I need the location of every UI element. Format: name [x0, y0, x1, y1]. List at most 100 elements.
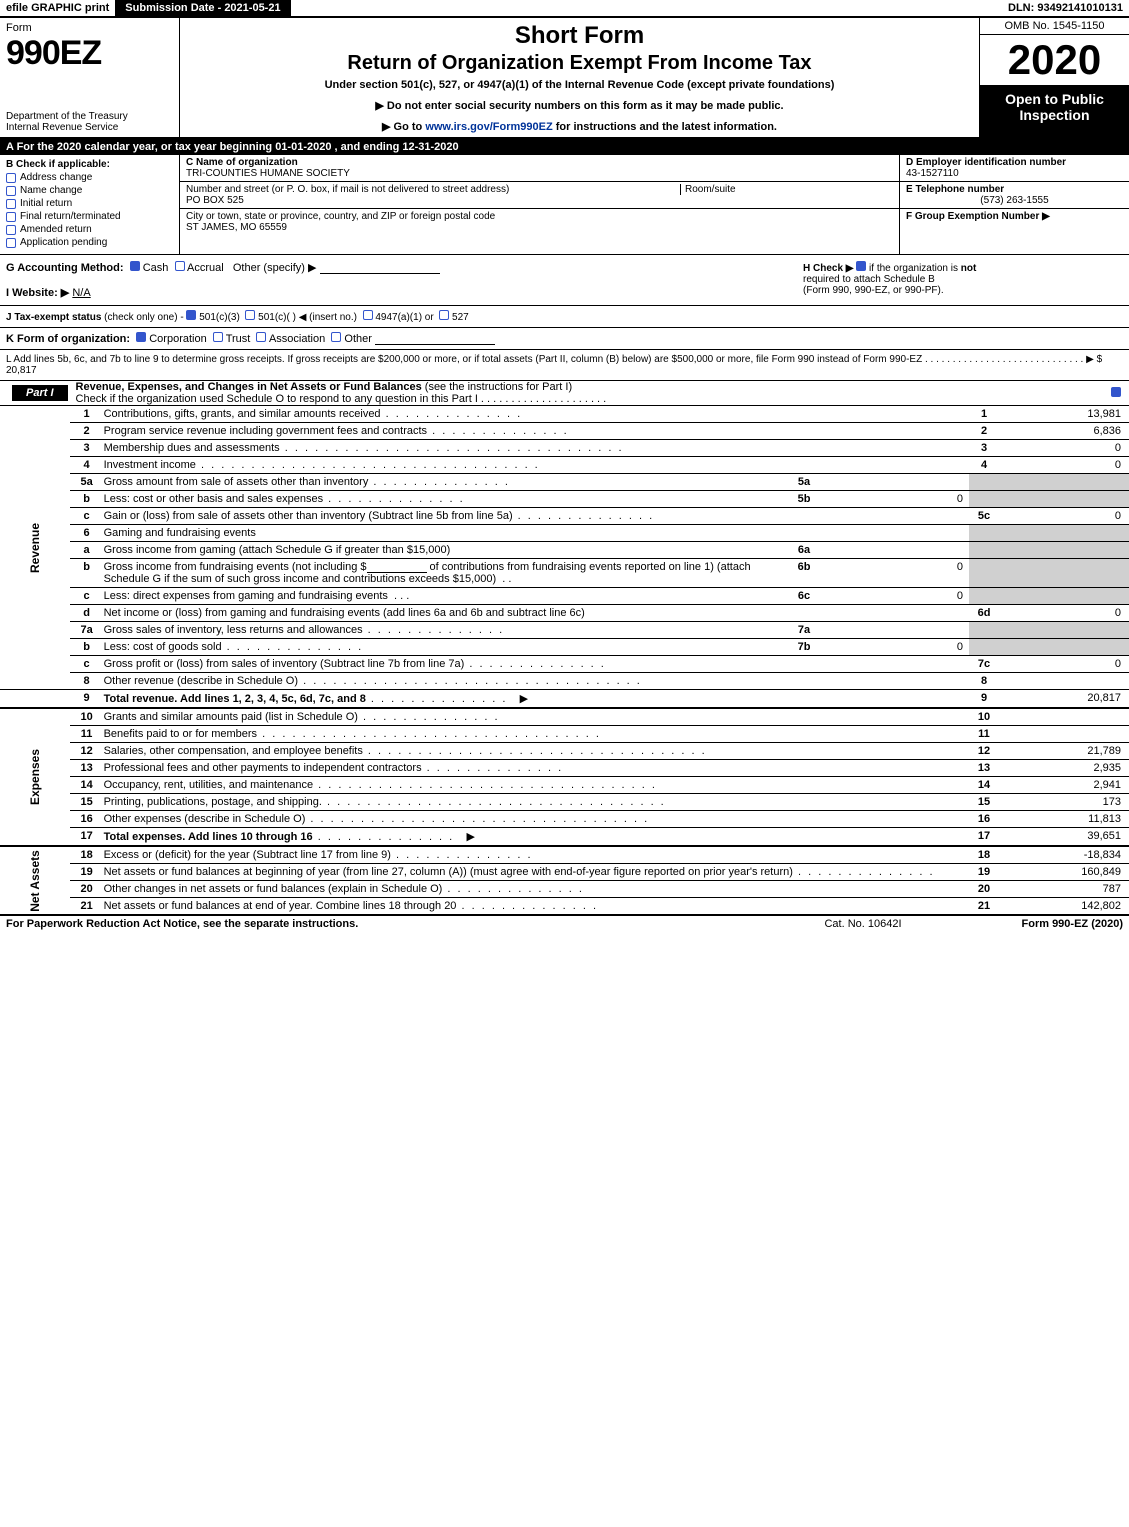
l7b-subbox: 7b [789, 639, 819, 656]
checkbox-501c3[interactable] [186, 310, 196, 320]
l10-amt [999, 708, 1129, 726]
l6c-subamt: 0 [819, 588, 969, 605]
line-6a: a Gross income from gaming (attach Sched… [0, 542, 1129, 559]
l-amount: 20,817 [6, 365, 37, 376]
checkbox-other-org[interactable] [331, 332, 341, 342]
j-opt2: 501(c)( ) ◀ (insert no.) [258, 312, 357, 323]
dln-label: DLN: 93492141010131 [1002, 0, 1129, 16]
checkbox-trust[interactable] [213, 332, 223, 342]
checkbox-final-return[interactable] [6, 212, 16, 222]
phone-value: (573) 263-1555 [906, 195, 1123, 206]
l13-amt: 2,935 [999, 760, 1129, 777]
side-label-expenses: Expenses [0, 708, 70, 846]
l14-amt: 2,941 [999, 777, 1129, 794]
l19-box: 19 [969, 864, 999, 881]
line-17: 17 Total expenses. Add lines 10 through … [0, 828, 1129, 847]
checkbox-4947[interactable] [363, 310, 373, 320]
l5b-subbox: 5b [789, 491, 819, 508]
checkbox-accrual[interactable] [175, 261, 185, 271]
l20-amt: 787 [999, 881, 1129, 898]
l6a-desc: Gross income from gaming (attach Schedul… [104, 544, 451, 556]
efile-print-label[interactable]: efile GRAPHIC print [0, 0, 115, 16]
checkbox-corporation[interactable] [136, 332, 146, 342]
org-name-label: C Name of organization [186, 157, 298, 168]
l16-box: 16 [969, 811, 999, 828]
checkbox-amended-return[interactable] [6, 225, 16, 235]
l2-desc: Program service revenue including govern… [104, 425, 427, 437]
checkbox-initial-return[interactable] [6, 199, 16, 209]
footer-form: 990-EZ [1052, 918, 1088, 930]
line-19: 19 Net assets or fund balances at beginn… [0, 864, 1129, 881]
checkbox-501c[interactable] [245, 310, 255, 320]
other-specify-field[interactable] [320, 262, 440, 274]
l7b-graybox [969, 639, 999, 656]
l21-amt: 142,802 [999, 898, 1129, 915]
chk-label-5: Application pending [20, 237, 107, 248]
l11-num: 11 [70, 726, 100, 743]
submission-date-label: Submission Date - 2021-05-21 [115, 0, 290, 16]
l6d-amt: 0 [999, 605, 1129, 622]
l15-box: 15 [969, 794, 999, 811]
l2-num: 2 [70, 423, 100, 440]
line-6: 6 Gaming and fundraising events [0, 525, 1129, 542]
l6c-grayamt [999, 588, 1129, 605]
ssn-warning: ▶ Do not enter social security numbers o… [188, 99, 971, 112]
short-form-title: Short Form [188, 22, 971, 50]
l6b-num: b [70, 559, 100, 588]
checkbox-association[interactable] [256, 332, 266, 342]
l5a-desc: Gross amount from sale of assets other t… [104, 476, 369, 488]
l5b-graybox [969, 491, 999, 508]
l1-box: 1 [969, 406, 999, 423]
h-text2: required to attach Schedule B [803, 274, 935, 285]
checkbox-527[interactable] [439, 310, 449, 320]
row-gh: G Accounting Method: Cash Accrual Other … [0, 255, 1129, 306]
checkbox-schedule-o[interactable] [1111, 387, 1121, 397]
l4-amt: 0 [999, 457, 1129, 474]
irs-link[interactable]: www.irs.gov/Form990EZ [425, 121, 552, 133]
goto-pre: ▶ Go to [382, 121, 425, 133]
k-opt2: Association [269, 333, 325, 345]
footer-pre: Form [1022, 918, 1053, 930]
part-1-label: Part I [12, 385, 68, 401]
l3-amt: 0 [999, 440, 1129, 457]
cat-number: Cat. No. 10642I [783, 918, 943, 930]
checkbox-h[interactable] [856, 261, 866, 271]
l18-desc: Excess or (deficit) for the year (Subtra… [104, 849, 391, 861]
line-3: 3 Membership dues and assessments 3 0 [0, 440, 1129, 457]
l11-box: 11 [969, 726, 999, 743]
l6b-contrib-field[interactable] [367, 561, 427, 573]
dept-irs: Internal Revenue Service [6, 122, 118, 133]
l5c-box: 5c [969, 508, 999, 525]
l17-desc: Total expenses. Add lines 10 through 16 [104, 831, 313, 843]
l9-amt: 20,817 [999, 690, 1129, 709]
l4-box: 4 [969, 457, 999, 474]
l6-desc: Gaming and fundraising events [104, 527, 256, 539]
l20-desc: Other changes in net assets or fund bala… [104, 883, 443, 895]
checkbox-application-pending[interactable] [6, 238, 16, 248]
part-1-check-text: Check if the organization used Schedule … [68, 393, 1111, 405]
header-right: OMB No. 1545-1150 2020 Open to Public In… [979, 18, 1129, 137]
l17-num: 17 [70, 828, 100, 847]
street-label: Number and street (or P. O. box, if mail… [186, 184, 509, 195]
paperwork-notice: For Paperwork Reduction Act Notice, see … [6, 918, 783, 930]
checkbox-address-change[interactable] [6, 173, 16, 183]
group-exemption-label: F Group Exemption Number ▶ [906, 211, 1050, 222]
l7a-num: 7a [70, 622, 100, 639]
tax-year: 2020 [980, 35, 1129, 85]
line-11: 11 Benefits paid to or for members 11 [0, 726, 1129, 743]
l18-box: 18 [969, 846, 999, 864]
l14-desc: Occupancy, rent, utilities, and maintena… [104, 779, 314, 791]
l2-box: 2 [969, 423, 999, 440]
line-2: 2 Program service revenue including gove… [0, 423, 1129, 440]
form-header: Form 990EZ Department of the Treasury In… [0, 18, 1129, 139]
other-org-field[interactable] [375, 333, 495, 345]
part-1-header: Part I Revenue, Expenses, and Changes in… [0, 381, 1129, 406]
line-6d: d Net income or (loss) from gaming and f… [0, 605, 1129, 622]
l17-arrow: ▶ [466, 831, 474, 843]
l4-desc: Investment income [104, 459, 196, 471]
checkbox-cash[interactable] [130, 261, 140, 271]
checkbox-name-change[interactable] [6, 186, 16, 196]
k-opt3: Other [344, 333, 372, 345]
l6d-desc: Net income or (loss) from gaming and fun… [104, 607, 585, 619]
l13-desc: Professional fees and other payments to … [104, 762, 422, 774]
